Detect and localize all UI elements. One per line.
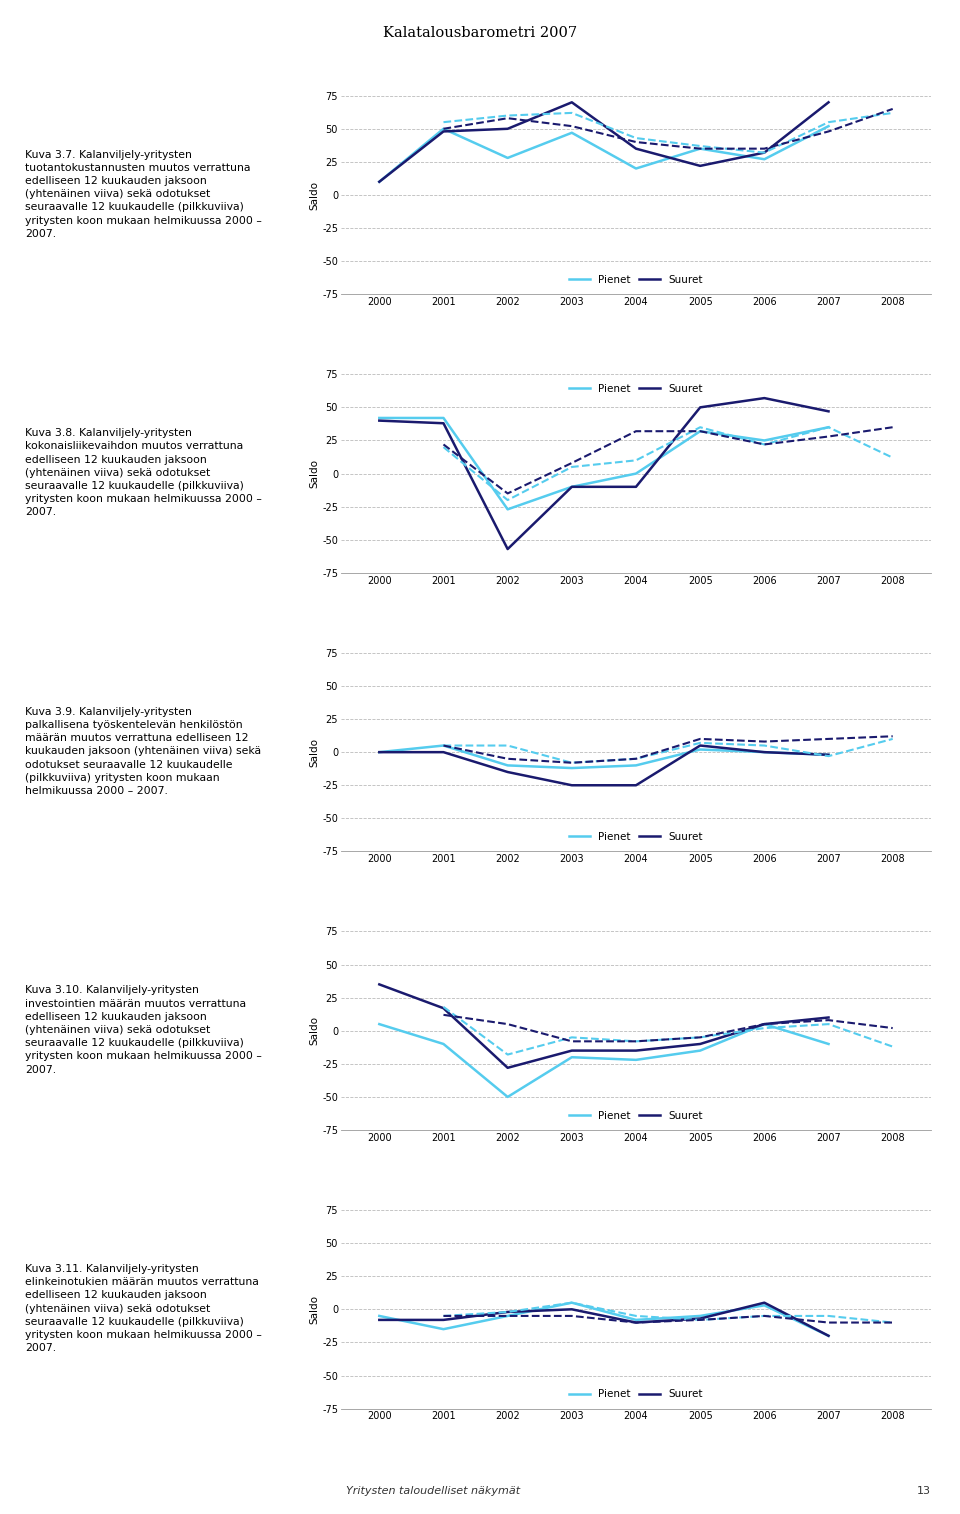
- Text: Kuva 3.11. Kalanviljely-yritysten
elinkeinotukien määrän muutos verrattuna
edell: Kuva 3.11. Kalanviljely-yritysten elinke…: [25, 1264, 262, 1354]
- Text: 13: 13: [917, 1485, 931, 1496]
- Y-axis label: Saldo: Saldo: [309, 180, 320, 209]
- Text: Yritysten taloudelliset näkymät: Yritysten taloudelliset näkymät: [346, 1485, 519, 1496]
- Legend: Pienet, Suuret: Pienet, Suuret: [565, 380, 707, 398]
- Text: Kalatalousbarometri 2007: Kalatalousbarometri 2007: [383, 26, 577, 39]
- Legend: Pienet, Suuret: Pienet, Suuret: [565, 1107, 707, 1125]
- Text: Kuva 3.8. Kalanviljely-yritysten
kokonaisliikevaihdon muutos verrattuna
edellise: Kuva 3.8. Kalanviljely-yritysten kokonai…: [25, 428, 262, 518]
- Text: Kuva 3.9. Kalanviljely-yritysten
palkallisena työskentelevän henkilöstön
määrän : Kuva 3.9. Kalanviljely-yritysten palkall…: [25, 707, 261, 796]
- Legend: Pienet, Suuret: Pienet, Suuret: [565, 1385, 707, 1403]
- Y-axis label: Saldo: Saldo: [309, 737, 320, 766]
- Y-axis label: Saldo: Saldo: [309, 459, 320, 488]
- Y-axis label: Saldo: Saldo: [309, 1294, 320, 1323]
- Y-axis label: Saldo: Saldo: [309, 1016, 320, 1045]
- Legend: Pienet, Suuret: Pienet, Suuret: [565, 828, 707, 846]
- Text: Kuva 3.7. Kalanviljely-yritysten
tuotantokustannusten muutos verrattuna
edellise: Kuva 3.7. Kalanviljely-yritysten tuotant…: [25, 150, 262, 239]
- Text: Kuva 3.10. Kalanviljely-yritysten
investointien määrän muutos verrattuna
edellis: Kuva 3.10. Kalanviljely-yritysten invest…: [25, 986, 262, 1075]
- Legend: Pienet, Suuret: Pienet, Suuret: [565, 271, 707, 289]
